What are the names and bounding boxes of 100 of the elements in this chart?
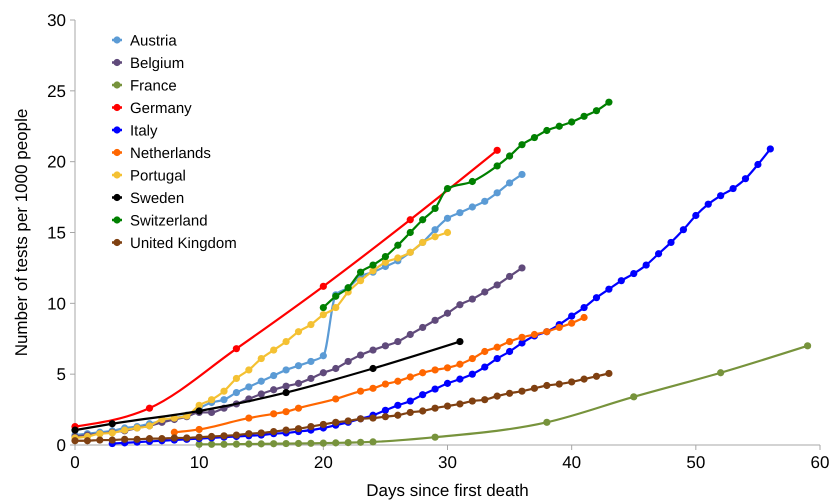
point xyxy=(444,380,452,387)
point xyxy=(270,346,278,354)
point xyxy=(431,204,439,212)
point xyxy=(456,301,464,308)
point xyxy=(717,192,724,200)
point xyxy=(146,435,154,442)
point xyxy=(494,392,501,400)
legend-label: Italy xyxy=(130,122,158,140)
point xyxy=(307,358,315,366)
point xyxy=(481,348,488,356)
point xyxy=(506,152,514,160)
point xyxy=(270,386,278,394)
point xyxy=(369,261,377,269)
y-tick-label: 15 xyxy=(47,223,66,242)
point xyxy=(592,372,600,380)
point xyxy=(258,440,265,448)
point xyxy=(630,393,638,400)
point xyxy=(568,320,576,327)
point xyxy=(419,407,426,415)
point xyxy=(96,436,104,444)
x-tick-label: 20 xyxy=(314,453,333,472)
point xyxy=(667,238,675,246)
point xyxy=(282,388,290,396)
point xyxy=(468,397,476,405)
point xyxy=(307,422,315,430)
point xyxy=(456,360,464,368)
point xyxy=(605,286,613,293)
point xyxy=(605,370,613,378)
x-tick-label: 60 xyxy=(810,453,830,472)
legend-label: France xyxy=(130,77,177,94)
point xyxy=(431,385,439,393)
point xyxy=(344,438,352,446)
x-tick-label: 30 xyxy=(438,453,457,472)
point xyxy=(320,304,327,312)
point xyxy=(320,440,327,447)
y-tick-label: 10 xyxy=(47,294,66,314)
point xyxy=(258,390,265,398)
point xyxy=(468,370,476,378)
point xyxy=(270,372,278,380)
point xyxy=(369,438,377,446)
point xyxy=(618,277,625,284)
point xyxy=(419,369,426,376)
point xyxy=(468,354,476,362)
point xyxy=(444,402,452,410)
point xyxy=(232,374,240,382)
point xyxy=(518,388,526,395)
point xyxy=(543,382,550,390)
point xyxy=(320,369,327,376)
point xyxy=(431,226,439,234)
point xyxy=(71,426,79,434)
y-tick-label: 0 xyxy=(56,436,66,455)
y-tick-label: 5 xyxy=(56,365,66,384)
legend-label: Netherlands xyxy=(130,144,211,162)
point xyxy=(605,98,613,106)
point xyxy=(282,382,290,390)
point xyxy=(654,250,662,258)
point xyxy=(84,437,92,444)
point xyxy=(568,118,576,126)
point xyxy=(556,380,563,388)
point xyxy=(481,198,488,205)
point xyxy=(332,395,340,403)
point xyxy=(307,374,315,382)
point xyxy=(431,404,439,412)
point xyxy=(369,384,377,392)
point xyxy=(270,410,278,418)
point xyxy=(530,134,538,142)
point xyxy=(518,141,526,148)
point xyxy=(133,436,141,443)
x-tick-label: 0 xyxy=(70,453,80,472)
point xyxy=(506,338,514,346)
point xyxy=(146,404,154,412)
point xyxy=(530,384,538,392)
point xyxy=(394,402,402,409)
point xyxy=(556,324,563,332)
point xyxy=(506,179,514,187)
point xyxy=(220,440,228,448)
point xyxy=(232,440,240,448)
point xyxy=(356,277,364,284)
legend-label: Switzerland xyxy=(130,212,208,230)
point xyxy=(406,216,414,224)
point xyxy=(382,342,390,350)
point xyxy=(208,396,216,404)
point xyxy=(320,311,327,318)
point xyxy=(282,338,290,346)
legend-label: Belgium xyxy=(130,54,184,72)
point xyxy=(481,363,488,371)
point xyxy=(220,396,228,404)
point xyxy=(431,316,439,324)
point xyxy=(456,400,464,408)
point xyxy=(406,373,414,381)
point xyxy=(294,425,302,432)
point xyxy=(742,175,750,182)
point xyxy=(804,342,812,350)
point xyxy=(320,420,327,428)
point xyxy=(394,254,402,262)
x-tick-label: 50 xyxy=(686,453,706,472)
point xyxy=(294,404,302,412)
point xyxy=(108,420,116,428)
point xyxy=(320,352,327,360)
point xyxy=(406,330,414,338)
